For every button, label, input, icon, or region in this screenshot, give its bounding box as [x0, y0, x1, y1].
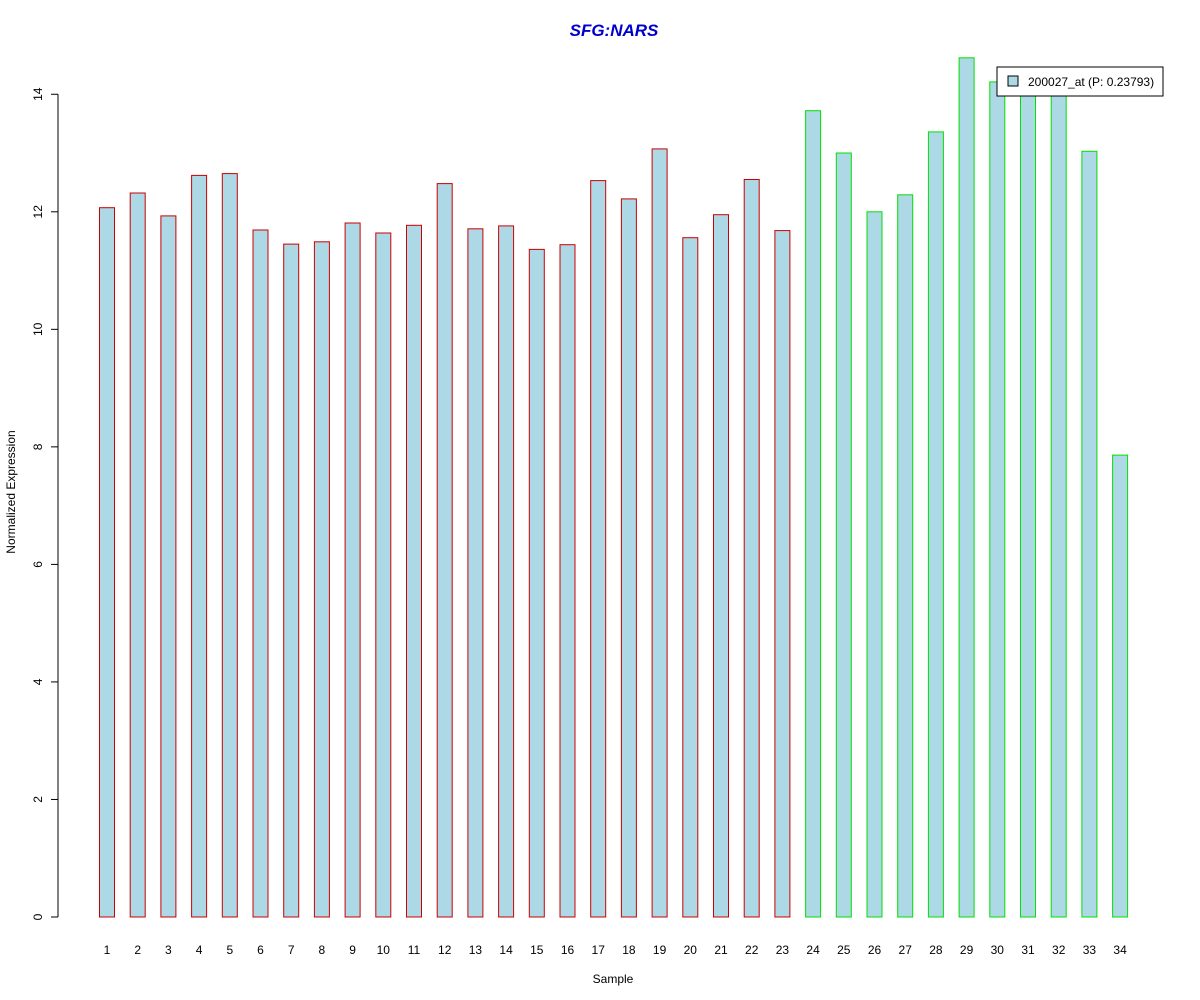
bar-sample-27	[897, 194, 914, 918]
x-tick-label: 30	[991, 943, 1005, 957]
x-tick-labels: 1 2 3 4 5 6 7 8 9 10 11 12 13 14 15 16 17 18 19 20 21 22 23 24 2…	[104, 943, 1127, 957]
bar-sample-14	[498, 225, 515, 918]
bar-sample-19	[651, 148, 668, 918]
legend-box	[996, 66, 1164, 97]
x-tick-label: 11	[408, 943, 421, 957]
y-tick-label: 10	[31, 322, 45, 336]
x-tick-label: 26	[868, 943, 882, 957]
x-tick-label: 8	[319, 943, 326, 957]
y-axis: 0 2 4 6 8 10 12 14	[31, 87, 59, 920]
x-tick-label: 16	[561, 943, 575, 957]
bar-sample-25	[835, 152, 852, 918]
x-tick-label: 28	[929, 943, 943, 957]
bar-sample-2	[129, 192, 146, 918]
x-tick-label: 29	[960, 943, 974, 957]
bars	[99, 57, 1129, 918]
legend-swatch	[1007, 75, 1019, 87]
y-tick-label: 8	[31, 443, 45, 450]
x-tick-label: 19	[653, 943, 667, 957]
bar-sample-32	[1050, 90, 1067, 918]
x-tick-label: 7	[288, 943, 295, 957]
bar-sample-6	[252, 229, 269, 918]
x-tick-label: 31	[1021, 943, 1035, 957]
bar-sample-13	[467, 228, 484, 918]
bar-sample-7	[283, 243, 300, 918]
x-tick-label: 33	[1083, 943, 1097, 957]
bar-sample-28	[927, 131, 944, 918]
bar-sample-24	[805, 110, 822, 918]
x-tick-label: 24	[806, 943, 820, 957]
bar-sample-20	[682, 237, 699, 918]
x-tick-label: 27	[899, 943, 913, 957]
x-tick-label: 3	[165, 943, 172, 957]
legend: 200027_at (P: 0.23793)	[996, 66, 1164, 97]
x-tick-label: 18	[622, 943, 636, 957]
bar-sample-29	[958, 57, 975, 918]
x-tick-label: 2	[134, 943, 141, 957]
x-tick-label: 34	[1113, 943, 1127, 957]
bar-sample-23	[774, 230, 791, 918]
bar-sample-4	[191, 174, 208, 918]
x-tick-label: 25	[837, 943, 851, 957]
x-tick-label: 13	[469, 943, 483, 957]
x-tick-label: 1	[104, 943, 111, 957]
x-tick-label: 12	[438, 943, 452, 957]
y-tick-label: 2	[31, 796, 45, 803]
bar-sample-3	[160, 215, 177, 918]
x-tick-label: 14	[499, 943, 513, 957]
x-tick-label: 9	[349, 943, 356, 957]
x-tick-label: 23	[776, 943, 790, 957]
x-tick-label: 32	[1052, 943, 1066, 957]
bar-sample-18	[620, 198, 637, 918]
bar-sample-10	[375, 232, 392, 918]
bar-sample-17	[590, 180, 607, 918]
x-tick-label: 17	[592, 943, 606, 957]
x-tick-label: 21	[714, 943, 728, 957]
y-tick-label: 14	[31, 87, 45, 101]
y-tick-label: 6	[31, 561, 45, 568]
y-tick-label: 0	[31, 913, 45, 920]
bar-sample-15	[528, 248, 545, 918]
y-tick-label: 4	[31, 678, 45, 685]
x-axis-title: Sample	[593, 972, 634, 986]
chart-title: SFG:NARS	[570, 21, 659, 40]
bar-sample-1	[99, 207, 115, 918]
bar-sample-5	[221, 173, 238, 918]
bar-sample-34	[1112, 454, 1129, 918]
legend-label: 200027_at (P: 0.23793)	[1028, 75, 1154, 89]
x-tick-label: 15	[530, 943, 544, 957]
x-tick-label: 5	[226, 943, 233, 957]
x-tick-label: 20	[684, 943, 698, 957]
bar-sample-21	[713, 214, 729, 918]
bar-sample-12	[436, 183, 453, 918]
bar-sample-8	[313, 241, 330, 918]
y-tick-label: 12	[31, 205, 45, 219]
x-tick-label: 4	[196, 943, 203, 957]
bar-sample-22	[743, 179, 760, 918]
bar-sample-11	[406, 224, 422, 918]
x-tick-label: 10	[377, 943, 391, 957]
bar-sample-9	[344, 222, 361, 918]
bar-sample-31	[1020, 87, 1036, 918]
bar-sample-33	[1081, 150, 1098, 918]
bar-sample-16	[559, 244, 576, 918]
x-tick-label: 22	[745, 943, 759, 957]
x-tick-label: 6	[257, 943, 264, 957]
bar-sample-30	[989, 81, 1006, 918]
bar-sample-26	[866, 211, 883, 918]
y-axis-title: Normalized Expression	[4, 430, 18, 553]
